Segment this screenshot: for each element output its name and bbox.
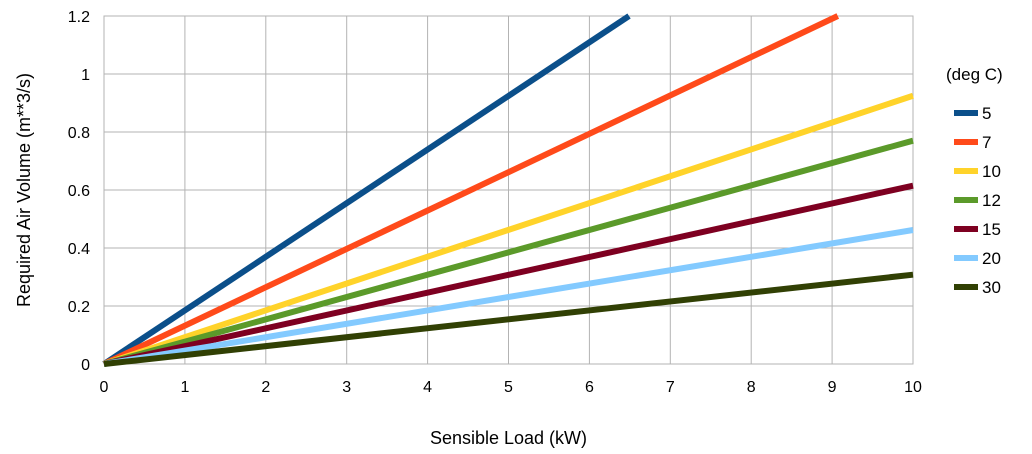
series-line-7 (102, 13, 840, 367)
y-tick-label: 0.6 (68, 183, 90, 200)
series-line-30 (103, 271, 914, 367)
y-tick-label: 1 (81, 67, 90, 84)
y-tick-label: 0 (81, 357, 90, 374)
grid (103, 15, 914, 365)
x-tick-label: 5 (504, 379, 513, 396)
series-line-12 (103, 137, 914, 367)
series-line-20 (103, 227, 914, 367)
x-tick-label: 3 (342, 379, 351, 396)
y-tick-label: 0.2 (68, 299, 90, 316)
y-tick-label: 0.8 (68, 125, 90, 142)
x-tick-label: 10 (904, 379, 922, 396)
x-tick-label: 1 (180, 379, 189, 396)
series-line-15 (103, 182, 914, 367)
legend-title: (deg C) (946, 65, 1003, 84)
legend-label: 12 (982, 191, 1001, 210)
x-tick-label: 7 (666, 379, 675, 396)
legend-label: 5 (982, 104, 991, 123)
legend-label: 20 (982, 249, 1001, 268)
y-axis-label: Required Air Volume (m**3/s) (14, 73, 34, 307)
x-tick-label: 8 (747, 379, 756, 396)
x-tick-label: 6 (585, 379, 594, 396)
y-tick-labels: 0 0.2 0.4 0.6 0.8 1 1.2 (68, 9, 90, 374)
y-tick-label: 1.2 (68, 9, 90, 26)
x-tick-label: 2 (261, 379, 270, 396)
legend-label: 7 (982, 133, 991, 152)
series-layer (102, 13, 914, 367)
legend-label: 10 (982, 162, 1001, 181)
legend-label: 30 (982, 278, 1001, 297)
x-tick-label: 4 (423, 379, 432, 396)
series-line-5 (102, 13, 631, 367)
legend: (deg C) 5 7 10 12 15 20 30 (946, 65, 1003, 297)
x-tick-label: 0 (100, 379, 109, 396)
y-tick-label: 0.4 (68, 241, 90, 258)
x-tick-labels: 0 1 2 3 4 5 6 7 8 9 10 (100, 379, 922, 396)
x-axis-label: Sensible Load (kW) (430, 428, 587, 448)
series-line-10 (103, 92, 914, 367)
legend-label: 15 (982, 220, 1001, 239)
x-tick-label: 9 (828, 379, 837, 396)
